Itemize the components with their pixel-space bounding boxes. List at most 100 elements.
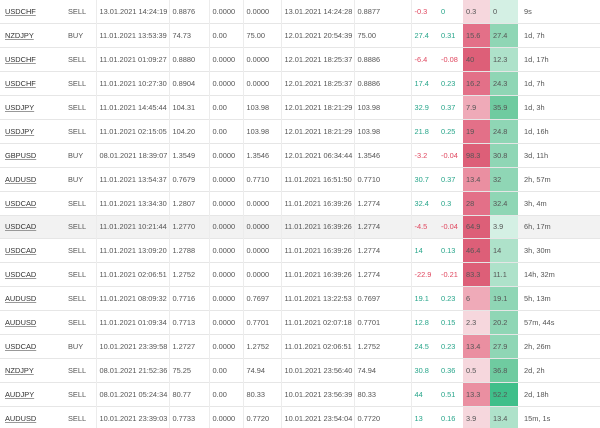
profit-percent-cell: -0.04 [441, 150, 458, 160]
open-price-cell: 104.20 [168, 119, 209, 144]
open-time-cell: 08.01.2021 18:39:07 [95, 143, 169, 168]
open-time-cell: 11.01.2021 01:09:34 [95, 310, 169, 335]
symbol-link-cell[interactable]: USDCHF [0, 0, 63, 24]
trade-side-cell: SELL [68, 270, 87, 280]
symbol-link-cell[interactable]: USDCAD [0, 215, 63, 239]
open-time-cell: 11.01.2021 01:09:27 [95, 47, 169, 72]
symbol-link-cell[interactable]: USDJPY [0, 96, 63, 120]
symbol-link-cell[interactable]: AUDUSD [0, 287, 63, 311]
open-price-cell: 0.7733 [168, 406, 209, 428]
trade-duration-cell: 3h, 30m [524, 246, 551, 256]
mae-value-cell: 16.2 [463, 71, 490, 96]
open-time-cell: 08.01.2021 21:52:36 [95, 358, 169, 383]
profit-percent-cell: -0.08 [441, 55, 458, 65]
symbol-link[interactable]: USDCHF [5, 7, 36, 17]
table-row: AUDJPY SELL 08.01.2021 05:24:34 80.77 0.00 80… [0, 382, 600, 407]
profit-percent-cell: 0.23 [441, 294, 456, 304]
open-price-cell: 0.8880 [168, 47, 209, 72]
close-time-cell: 12.01.2021 20:54:39 [280, 23, 354, 48]
trade-duration-cell: 3d, 11h [524, 150, 549, 160]
profit-percent-cell: 0.23 [441, 79, 456, 89]
symbol-link-cell[interactable]: USDCAD [0, 263, 63, 287]
profit-percent-cell: 0.3 [441, 198, 452, 208]
open-price-cell: 0.7713 [168, 310, 209, 335]
symbol-link-cell[interactable]: USDCHF [0, 48, 63, 72]
symbol-link[interactable]: GBPUSD [5, 150, 37, 160]
symbol-link[interactable]: USDCAD [5, 270, 37, 280]
trade-side-cell: SELL [68, 318, 87, 328]
open-price-cell: 75.25 [168, 358, 209, 383]
open-price-cell: 1.3549 [168, 143, 209, 168]
symbol-link-cell[interactable]: AUDUSD [0, 406, 63, 428]
mfe-value-cell: 19.1 [490, 286, 518, 311]
symbol-link-cell[interactable]: NZDJPY [0, 24, 63, 48]
symbol-link[interactable]: AUDUSD [5, 413, 37, 423]
symbol-link-cell[interactable]: AUDUSD [0, 167, 63, 191]
symbol-link[interactable]: USDJPY [5, 126, 35, 136]
close-price-cell: 1.2774 [353, 191, 411, 216]
trade-duration-cell: 1d, 3h [524, 103, 545, 112]
table-row: USDCAD SELL 11.01.2021 10:21:44 1.2770 0.000… [0, 215, 600, 239]
symbol-link[interactable]: AUDUSD [5, 318, 37, 328]
close-price-cell: 75.00 [353, 23, 411, 48]
symbol-link[interactable]: USDCHF [5, 55, 36, 65]
take-profit-cell: 103.98 [242, 95, 281, 120]
pips-value-cell: 21.8 [410, 119, 438, 144]
table-row: AUDUSD SELL 11.01.2021 01:09:34 0.7713 0.000… [0, 310, 600, 335]
table-row: USDCAD SELL 11.01.2021 13:09:20 1.2788 0.000… [0, 238, 600, 263]
take-profit-cell: 0.0000 [242, 215, 281, 239]
mae-value-cell: 28 [463, 191, 490, 216]
symbol-link[interactable]: NZDJPY [5, 365, 34, 375]
trade-side-cell: SELL [68, 365, 87, 375]
mae-value-cell: 6 [463, 286, 490, 311]
stop-loss-cell: 0.00 [208, 95, 243, 120]
close-time-cell: 11.01.2021 13:22:53 [280, 286, 354, 311]
symbol-link[interactable]: AUDJPY [5, 389, 35, 399]
symbol-link[interactable]: USDCAD [5, 341, 37, 351]
mfe-value-cell: 30.8 [490, 143, 518, 168]
symbol-link[interactable]: AUDUSD [5, 174, 37, 184]
symbol-link[interactable]: NZDJPY [5, 31, 34, 41]
trade-duration-cell: 57m, 44s [524, 318, 555, 328]
trade-side-cell: BUY [68, 174, 84, 184]
symbol-link-cell[interactable]: NZDJPY [0, 358, 63, 382]
mfe-value-cell: 36.8 [490, 358, 518, 383]
open-time-cell: 11.01.2021 08:09:32 [95, 286, 169, 311]
symbol-link-cell[interactable]: GBPUSD [0, 143, 63, 167]
symbol-link-cell[interactable]: USDCHF [0, 72, 63, 96]
take-profit-cell: 0.7720 [242, 406, 281, 428]
close-price-cell: 0.7720 [353, 406, 411, 428]
mfe-value-cell: 12.3 [490, 47, 518, 72]
close-price-cell: 0.7701 [353, 310, 411, 335]
open-price-cell: 1.2788 [168, 238, 209, 263]
close-time-cell: 11.01.2021 16:51:50 [280, 167, 354, 192]
symbol-link-cell[interactable]: USDJPY [0, 119, 63, 143]
mae-value-cell: 2.3 [463, 310, 490, 335]
table-row: AUDUSD BUY 11.01.2021 13:54:37 0.7679 0.0000… [0, 167, 600, 192]
symbol-link[interactable]: USDJPY [5, 103, 35, 112]
close-time-cell: 11.01.2021 16:39:26 [280, 262, 354, 287]
symbol-link-cell[interactable]: AUDJPY [0, 382, 63, 406]
open-time-cell: 11.01.2021 14:45:44 [95, 95, 169, 120]
stop-loss-cell: 0.0000 [208, 191, 243, 216]
table-row: NZDJPY SELL 08.01.2021 21:52:36 75.25 0.00 74… [0, 358, 600, 383]
profit-percent-cell: 0.25 [441, 126, 456, 136]
open-time-cell: 11.01.2021 02:06:51 [95, 262, 169, 287]
symbol-link[interactable]: USDCAD [5, 198, 37, 208]
symbol-link[interactable]: AUDUSD [5, 294, 37, 304]
close-price-cell: 1.2774 [353, 215, 411, 239]
symbol-link-cell[interactable]: USDCAD [0, 239, 63, 263]
symbol-link[interactable]: USDCAD [5, 246, 37, 256]
trade-duration-cell: 15m, 1s [524, 413, 551, 423]
open-price-cell: 1.2770 [168, 215, 209, 239]
profit-percent-cell: 0.31 [441, 31, 456, 41]
mae-value-cell: 19 [463, 119, 490, 144]
symbol-link-cell[interactable]: USDCAD [0, 334, 63, 358]
symbol-link-cell[interactable]: AUDUSD [0, 311, 63, 335]
symbol-link-cell[interactable]: USDCAD [0, 191, 63, 215]
symbol-link[interactable]: USDCAD [5, 222, 37, 232]
symbol-link[interactable]: USDCHF [5, 79, 36, 89]
mae-value-cell: 0.5 [463, 358, 490, 383]
close-time-cell: 12.01.2021 18:25:37 [280, 71, 354, 96]
